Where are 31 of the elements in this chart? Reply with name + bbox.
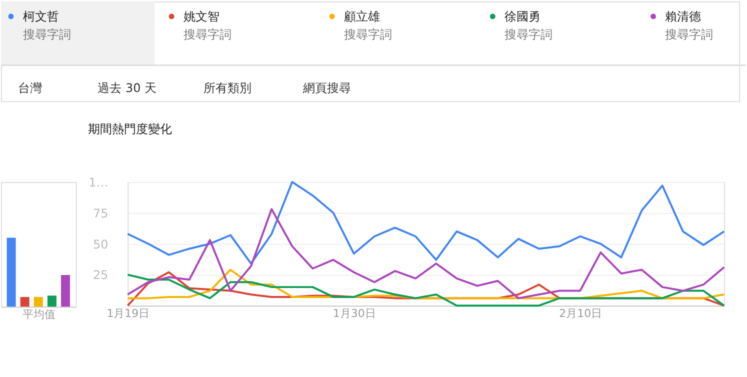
- text: 過去 30 天: [98, 81, 157, 96]
- legend-label: 徐國勇: [504, 9, 541, 24]
- x-tick-label: 2月10日: [559, 307, 602, 320]
- text: 網頁搜尋: [302, 81, 352, 96]
- bar: [47, 296, 56, 307]
- x-axis-title: 平均值: [22, 308, 56, 322]
- y-tick-label: 75: [92, 206, 108, 220]
- text: 搜尋字詞: [184, 27, 232, 42]
- text: 搜尋字詞: [504, 27, 553, 42]
- chart-title: 期間熱門度變化: [88, 122, 172, 136]
- text: 搜尋字詞: [22, 27, 71, 42]
- bar: [20, 296, 30, 307]
- text: 搜尋字詞: [344, 27, 392, 42]
- text: 台灣: [18, 81, 42, 96]
- text: 所有類別: [203, 81, 252, 96]
- bar: [6, 238, 16, 307]
- y-tick-label: 50: [92, 237, 108, 252]
- y-tick-label: 25: [92, 268, 108, 282]
- legend-label: 賴清德: [665, 9, 702, 24]
- legend-label: 姚文智: [184, 9, 220, 24]
- x-tick-label: 1月30日: [332, 307, 376, 320]
- y-tick-label: 1…: [88, 175, 108, 190]
- legend-label: 柯文哲: [22, 9, 59, 24]
- bar: [34, 296, 43, 307]
- line-series: [126, 268, 726, 300]
- bar: [61, 274, 70, 307]
- line-series: [126, 208, 726, 300]
- x-tick-label: 1月19日: [106, 307, 150, 320]
- legend-label: 顧立雄: [344, 9, 380, 24]
- line-series: [126, 180, 726, 265]
- text: 搜尋字詞: [665, 27, 714, 42]
